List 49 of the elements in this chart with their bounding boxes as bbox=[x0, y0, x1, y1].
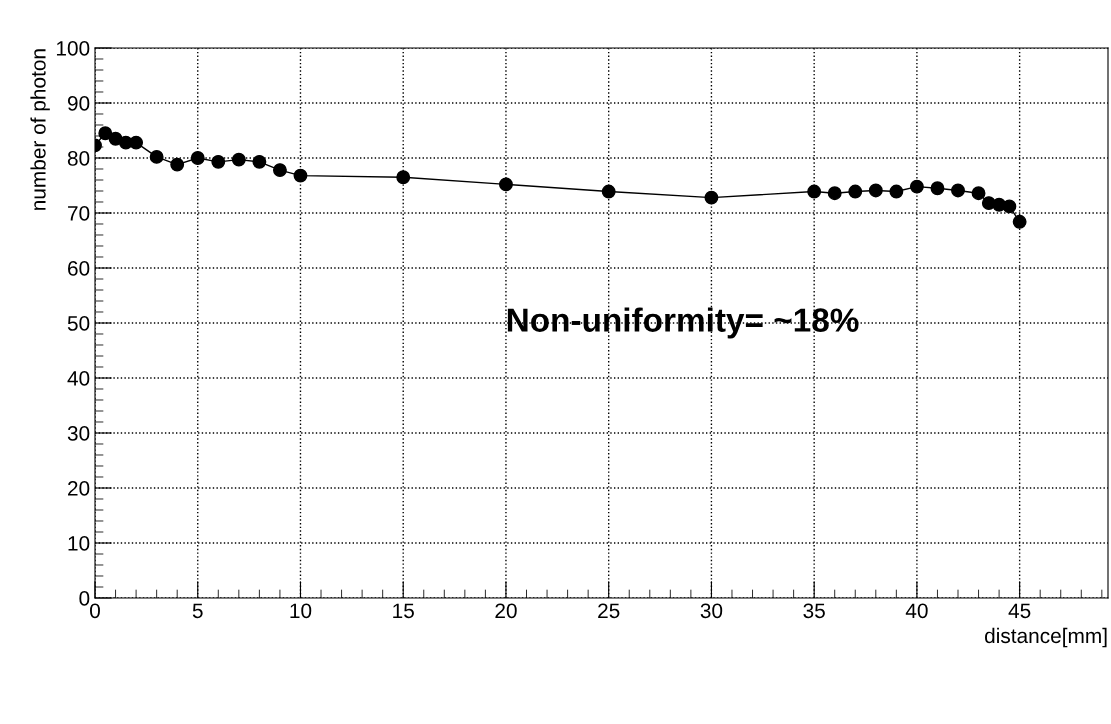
x-tick-label: 30 bbox=[700, 603, 723, 619]
point bbox=[499, 177, 513, 192]
point bbox=[98, 126, 113, 141]
point bbox=[252, 154, 267, 169]
x-tick-label: 40 bbox=[905, 603, 928, 619]
point bbox=[807, 184, 822, 199]
x-tick-label: 25 bbox=[598, 603, 620, 619]
point bbox=[951, 183, 965, 198]
point bbox=[1002, 199, 1017, 214]
y-tick-label: 70 bbox=[68, 206, 90, 221]
annotation: Non-uniformity= ~18% bbox=[507, 307, 859, 339]
y-tick-label: 100 bbox=[56, 41, 90, 56]
point bbox=[827, 186, 842, 201]
point bbox=[190, 151, 205, 165]
x-axis-title: distance[mm] bbox=[985, 627, 1107, 648]
point bbox=[170, 157, 185, 172]
y-tick-label: 20 bbox=[68, 481, 90, 496]
point bbox=[868, 183, 883, 198]
point bbox=[293, 168, 308, 183]
point bbox=[129, 135, 144, 150]
point bbox=[601, 184, 616, 199]
y-axis-title: number of photon bbox=[30, 49, 50, 210]
point bbox=[396, 170, 411, 185]
point bbox=[848, 184, 863, 199]
x-tick-label: 0 bbox=[90, 603, 100, 619]
point bbox=[889, 184, 904, 199]
y-tick-label: 10 bbox=[68, 536, 90, 551]
y-tick-label: 80 bbox=[67, 151, 90, 166]
point bbox=[231, 152, 246, 167]
y-tick-label: 0 bbox=[79, 591, 90, 606]
y-tick-label: 40 bbox=[67, 371, 90, 386]
point bbox=[272, 163, 287, 178]
point bbox=[149, 149, 164, 164]
point bbox=[930, 181, 945, 196]
y-tick-label: 60 bbox=[68, 261, 90, 276]
point bbox=[909, 179, 924, 194]
y-tick-label: 50 bbox=[67, 316, 90, 331]
x-tick-label: 15 bbox=[393, 603, 414, 619]
y-tick-label: 30 bbox=[67, 426, 90, 441]
x-tick-label: 45 bbox=[1008, 603, 1031, 619]
point bbox=[211, 154, 226, 169]
x-tick-label: 35 bbox=[803, 603, 825, 619]
x-tick-label: 10 bbox=[290, 603, 312, 619]
point bbox=[704, 190, 719, 205]
y-tick-label: 90 bbox=[67, 96, 90, 111]
x-tick-label: 20 bbox=[495, 603, 517, 619]
x-tick-label: 5 bbox=[192, 603, 203, 619]
point bbox=[1012, 214, 1027, 229]
point bbox=[971, 186, 986, 201]
